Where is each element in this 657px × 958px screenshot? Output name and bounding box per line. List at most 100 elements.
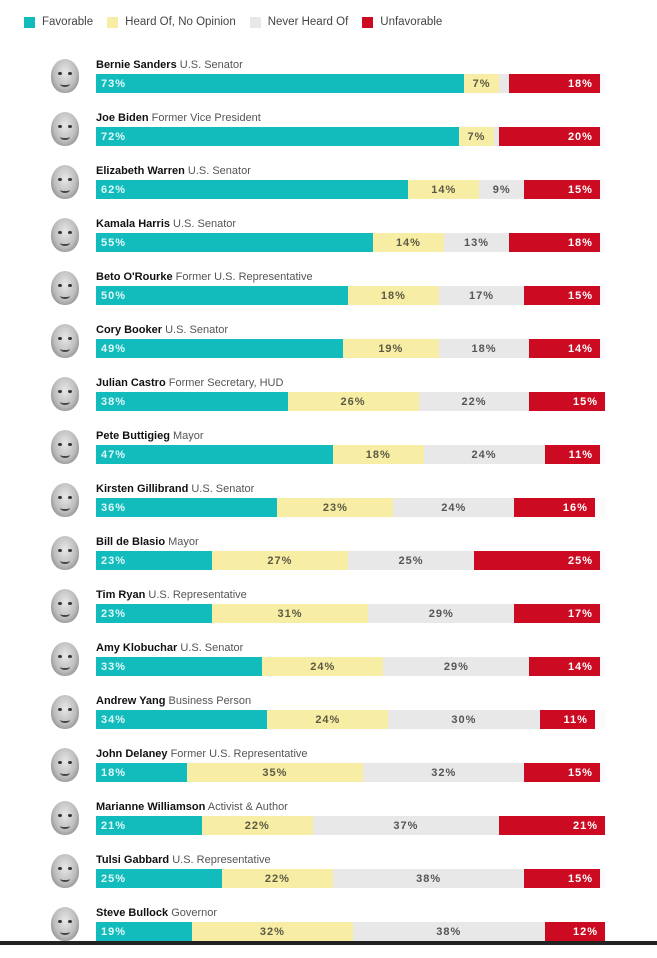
bar-segment-unfavorable: 16% [514,498,595,517]
bar-segment-favorable: 18% [96,763,187,782]
candidate-label: Elizabeth Warren U.S. Senator [96,165,251,177]
candidate-label: Joe Biden Former Vice President [96,112,261,124]
candidate-label: Julian Castro Former Secretary, HUD [96,377,283,389]
legend-item-favorable: Favorable [24,16,93,28]
data-label-neutral: 24% [310,660,336,673]
candidate-role: Mayor [169,430,204,442]
stacked-bar: 19% 32% 38% 12% [96,922,605,941]
bar-segment-never: 38% [353,922,545,941]
bar-segment-favorable: 55% [96,233,374,252]
candidate-role: U.S. Senator [162,324,229,336]
legend-label-never: Never Heard Of [267,16,349,28]
data-label-never: 24% [471,448,497,461]
bar-segment-favorable: 72% [96,127,459,146]
candidate-row-bernie-sanders: Bernie Sanders U.S. Senator 73% 7% 18% [0,57,657,110]
candidate-role: U.S. Senator [177,642,244,654]
candidate-role: U.S. Representative [145,589,247,601]
bar-segment-unfavorable: 25% [473,551,600,570]
candidate-role: Activist & Author [205,801,288,813]
bar-segment-never: 38% [332,869,525,888]
bar-segment-never: 29% [383,657,530,676]
data-label-unfavorable: 16% [562,501,588,514]
candidate-name: Bernie Sanders [96,59,177,71]
bar-segment-unfavorable: 18% [509,233,600,252]
candidate-photo [51,377,79,411]
legend-swatch-favorable [24,16,35,28]
candidate-name: John Delaney [96,748,168,760]
candidate-name: Tulsi Gabbard [96,854,170,866]
data-label-unfavorable: 15% [572,395,599,408]
legend-item-unfavorable: Unfavorable [362,16,442,28]
data-label-neutral: 19% [378,342,404,355]
data-label-unfavorable: 18% [567,236,593,249]
bar-segment-unfavorable: 18% [509,74,600,93]
bar-segment-never: 22% [418,392,530,411]
data-label-unfavorable: 12% [572,925,598,938]
legend-label-favorable: Favorable [42,16,94,28]
bar-segment-never: 18% [438,339,530,358]
data-label-never: 32% [431,766,457,779]
candidate-row-andrew-yang: Andrew Yang Business Person 34% 24% 30% 11% [0,693,657,746]
bar-segment-neutral: 22% [222,869,333,888]
candidate-role: U.S. Senator [188,483,255,495]
stacked-bar: 50% 18% 17% 15% [96,286,600,305]
bar-segment-unfavorable: 14% [529,339,600,358]
candidate-label: Beto O'Rourke Former U.S. Representative [96,271,313,283]
candidate-photo [51,483,79,517]
candidate-row-amy-klobuchar: Amy Klobuchar U.S. Senator 33% 24% 29% 14% [0,640,657,693]
bar-segment-neutral: 23% [277,498,394,517]
bar-segment-unfavorable: 17% [514,604,600,623]
data-label-unfavorable: 15% [567,289,593,302]
bar-segment-unfavorable: 15% [524,286,600,305]
data-label-unfavorable: 25% [567,554,593,567]
data-label-favorable: 36% [101,501,127,514]
data-label-never: 29% [443,660,469,673]
candidate-photo [51,642,79,676]
candidate-name: Amy Klobuchar [96,642,178,654]
data-label-unfavorable: 15% [567,872,593,885]
data-label-unfavorable: 14% [567,660,593,673]
bar-segment-favorable: 23% [96,604,212,623]
data-label-favorable: 62% [101,183,127,196]
bar-segment-favorable: 34% [96,710,268,729]
stacked-bar: 23% 27% 25% 25% [96,551,600,570]
bar-segment-neutral: 24% [267,710,389,729]
bar-segment-neutral: 26% [287,392,419,411]
candidate-row-pete-buttigieg: Pete Buttigieg Mayor 47% 18% 24% 11% [0,428,657,481]
candidate-row-joe-biden: Joe Biden Former Vice President 72% 7% 20% [0,110,657,163]
legend-item-neutral: Heard Of, No Opinion [107,16,236,28]
candidate-photo [51,59,79,93]
candidate-photo [51,324,79,358]
bar-segment-neutral: 19% [342,339,439,358]
candidate-name: Beto O'Rourke [96,271,173,283]
candidate-row-kamala-harris: Kamala Harris U.S. Senator 55% 14% 13% 18% [0,216,657,269]
bar-segment-favorable: 25% [96,869,222,888]
data-label-unfavorable: 11% [568,448,593,461]
bar-segment-neutral: 7% [463,74,500,93]
data-label-never: 29% [428,607,454,620]
data-label-unfavorable: 17% [567,607,593,620]
candidate-label: Kamala Harris U.S. Senator [96,218,236,230]
chart-legend: Favorable Heard Of, No Opinion Never Hea… [24,16,456,28]
candidate-label: Bernie Sanders U.S. Senator [96,59,243,71]
bar-segment-never: 30% [388,710,540,729]
candidate-name: Bill de Blasio [96,536,166,548]
bar-segment-never: 17% [438,286,525,305]
data-label-neutral: 18% [365,448,391,461]
legend-item-never: Never Heard Of [249,16,349,28]
data-label-favorable: 19% [101,925,127,938]
bar-segment-neutral: 22% [201,816,313,835]
candidate-photo [51,748,79,782]
bar-segment-neutral: 18% [332,445,424,464]
bottom-divider [0,941,657,945]
candidate-row-steve-bullock: Steve Bullock Governor 19% 32% 38% 12% [0,905,657,958]
data-label-favorable: 25% [101,872,127,885]
candidate-label: Tim Ryan U.S. Representative [96,589,247,601]
legend-label-neutral: Heard Of, No Opinion [125,16,236,28]
bar-segment-favorable: 33% [96,657,263,676]
candidate-photo [51,218,79,252]
data-label-unfavorable: 21% [572,819,598,832]
bar-segment-never: 9% [479,180,525,199]
data-label-favorable: 50% [101,289,127,302]
candidate-role: Former Secretary, HUD [165,377,284,389]
